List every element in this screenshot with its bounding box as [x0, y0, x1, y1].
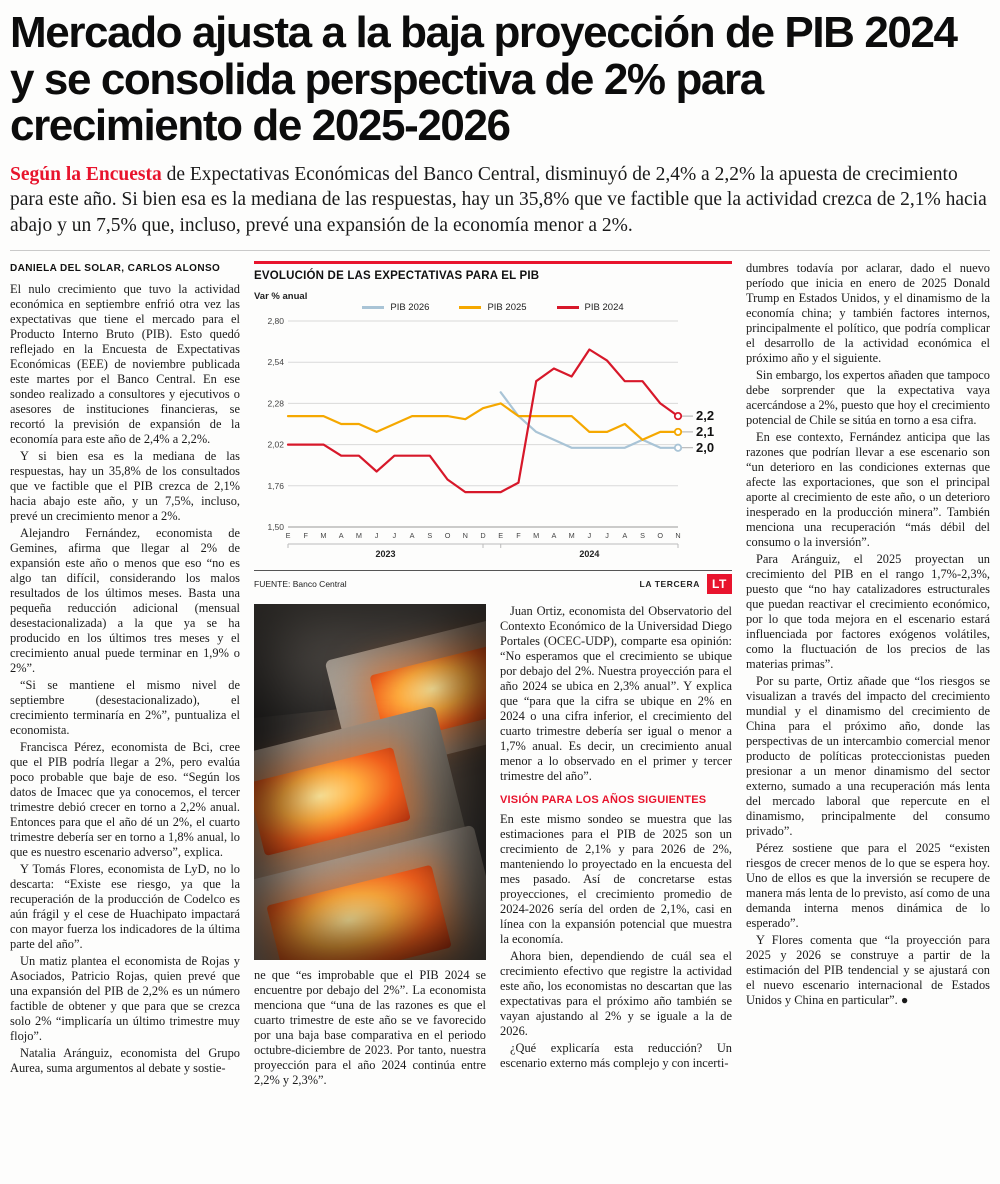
horizontal-divider — [10, 249, 990, 251]
article-paragraph: En ese contexto, Fernández anticipa que … — [746, 429, 990, 549]
svg-text:J: J — [375, 531, 379, 540]
chart-unit-label: Var % anual — [254, 290, 308, 302]
legend-label: PIB 2024 — [584, 301, 624, 313]
article-paragraph: Juan Ortiz, economista del Observatorio … — [500, 603, 732, 783]
legend-label: PIB 2026 — [390, 301, 430, 313]
svg-text:A: A — [339, 531, 344, 540]
foundry-photo — [254, 603, 486, 960]
section-subhead: VISIÓN PARA LOS AÑOS SIGUIENTES — [500, 793, 707, 806]
article-paragraph: dumbres todavía por aclarar, dado el nue… — [746, 260, 990, 365]
svg-text:M: M — [320, 531, 326, 540]
svg-text:M: M — [533, 531, 539, 540]
column-2-text: ne que “es improbable que el PIB 2024 se… — [254, 968, 486, 1088]
svg-text:A: A — [622, 531, 627, 540]
svg-text:E: E — [498, 531, 503, 540]
svg-text:2,54: 2,54 — [267, 357, 284, 367]
chart-source: FUENTE: Banco Central — [254, 578, 347, 589]
svg-text:N: N — [463, 531, 468, 540]
svg-text:N: N — [675, 531, 680, 540]
svg-text:M: M — [356, 531, 362, 540]
lead-text: de Expectativas Económicas del Banco Cen… — [10, 163, 987, 236]
svg-text:2,0: 2,0 — [696, 440, 714, 455]
svg-text:A: A — [551, 531, 556, 540]
chart-plot: 1,50 1,76 2,02 2,28 2,54 2,80 E F M A M J J A S O N D E F M A… — [267, 316, 714, 559]
svg-text:2,80: 2,80 — [267, 316, 284, 326]
svg-text:O: O — [445, 531, 451, 540]
svg-text:F: F — [516, 531, 521, 540]
article-paragraph: Y si bien esa es la mediana de las respu… — [10, 448, 240, 523]
legend-item: PIB 2024 — [556, 301, 624, 313]
svg-text:2,2: 2,2 — [696, 408, 714, 423]
svg-text:A: A — [410, 531, 415, 540]
article-paragraph: Sin embargo, los expertos añaden que tam… — [746, 367, 990, 427]
svg-text:J: J — [393, 531, 397, 540]
middle-section: EVOLUCIÓN DE LAS EXPECTATIVAS PARA EL PI… — [254, 260, 732, 1139]
svg-text:F: F — [303, 531, 308, 540]
chart-footer: FUENTE: Banco Central LA TERCERA LT — [254, 569, 732, 594]
article-paragraph: Natalia Aránguiz, economista del Grupo A… — [10, 1045, 240, 1075]
article-paragraph: Y Tomás Flores, economista de LyD, no lo… — [10, 861, 240, 951]
article-paragraph: Alejandro Fernández, economista de Gemin… — [10, 525, 240, 675]
column-3: Juan Ortiz, economista del Observatorio … — [500, 604, 732, 1090]
chart-legend: PIB 2026 PIB 2025 PIB 2024 — [254, 302, 732, 313]
legend-item: PIB 2026 — [362, 302, 429, 313]
article-paragraph: Francisca Pérez, economista de Bci, cree… — [10, 739, 240, 859]
column-1-text: El nulo crecimiento que tuvo la activida… — [10, 282, 240, 1076]
column-1: DANIELA DEL SOLAR, CARLOS ALONSO El nulo… — [10, 261, 240, 1139]
headline: Mercado ajusta a la baja proyección de P… — [10, 8, 958, 151]
pib-expectations-chart: EVOLUCIÓN DE LAS EXPECTATIVAS PARA EL PI… — [254, 260, 732, 594]
svg-text:S: S — [640, 531, 645, 540]
credit-label: LA TERCERA — [639, 578, 701, 589]
svg-text:E: E — [286, 531, 291, 540]
la-tercera-logo: LT — [707, 573, 732, 594]
article-paragraph: Para Aránguiz, el 2025 proyectan un crec… — [746, 551, 990, 671]
article-paragraph: Pérez sostiene que para el 2025 “existen… — [746, 840, 990, 930]
article-paragraph: Por su parte, Ortiz añade que “los riesg… — [746, 673, 990, 838]
svg-text:1,76: 1,76 — [267, 481, 284, 491]
article-body: DANIELA DEL SOLAR, CARLOS ALONSO El nulo… — [10, 260, 990, 1139]
svg-text:1,50: 1,50 — [267, 522, 284, 532]
column-4-text: dumbres todavía por aclarar, dado el nue… — [746, 261, 990, 1008]
svg-text:2,1: 2,1 — [696, 424, 714, 439]
article-paragraph: En este mismo sondeo se muestra que las … — [500, 811, 732, 946]
article-paragraph: “Si se mantiene el mismo nivel de septie… — [10, 677, 240, 737]
article-paragraph: Y Flores comenta que “la proyección para… — [746, 932, 990, 1007]
article-paragraph: ¿Qué explicaría esta reducción? Un escen… — [500, 1040, 732, 1070]
chart-credit: LA TERCERA LT — [639, 573, 732, 594]
middle-columns: ne que “es improbable que el PIB 2024 se… — [254, 603, 732, 1090]
legend-swatch-icon — [362, 305, 385, 309]
legend-swatch-icon — [556, 305, 579, 309]
svg-text:2,02: 2,02 — [267, 440, 284, 450]
chart-title: EVOLUCIÓN DE LAS EXPECTATIVAS PARA EL PI… — [254, 269, 540, 282]
article-paragraph: ne que “es improbable que el PIB 2024 se… — [254, 967, 486, 1087]
article-paragraph: Ahora bien, dependiendo de cuál sea el c… — [500, 948, 732, 1038]
svg-text:2023: 2023 — [375, 549, 395, 559]
legend-swatch-icon — [459, 305, 482, 309]
article-paragraph: Un matiz plantea el economista de Rojas … — [10, 953, 240, 1043]
column-4: dumbres todavía por aclarar, dado el nue… — [746, 261, 990, 1139]
svg-text:J: J — [605, 531, 609, 540]
article-paragraph: El nulo crecimiento que tuvo la activida… — [10, 281, 240, 446]
lead-highlight: Según la Encuesta — [10, 163, 162, 185]
byline: DANIELA DEL SOLAR, CARLOS ALONSO — [10, 262, 221, 274]
svg-text:2024: 2024 — [579, 549, 599, 559]
lead-paragraph: Según la Encuesta de Expectativas Económ… — [10, 162, 990, 238]
newspaper-page: Mercado ajusta a la baja proyección de P… — [10, 8, 990, 1139]
column-3-text-after: En este mismo sondeo se muestra que las … — [500, 812, 732, 1071]
photo-vignette — [254, 604, 486, 960]
column-2: ne que “es improbable que el PIB 2024 se… — [254, 603, 486, 1090]
svg-text:M: M — [569, 531, 575, 540]
svg-text:D: D — [480, 531, 485, 540]
svg-text:S: S — [427, 531, 432, 540]
legend-label: PIB 2025 — [487, 301, 527, 313]
legend-item: PIB 2025 — [459, 301, 527, 313]
svg-text:O: O — [657, 531, 663, 540]
svg-text:J: J — [588, 531, 592, 540]
column-3-text-before: Juan Ortiz, economista del Observatorio … — [500, 604, 732, 784]
svg-text:2,28: 2,28 — [267, 398, 284, 408]
